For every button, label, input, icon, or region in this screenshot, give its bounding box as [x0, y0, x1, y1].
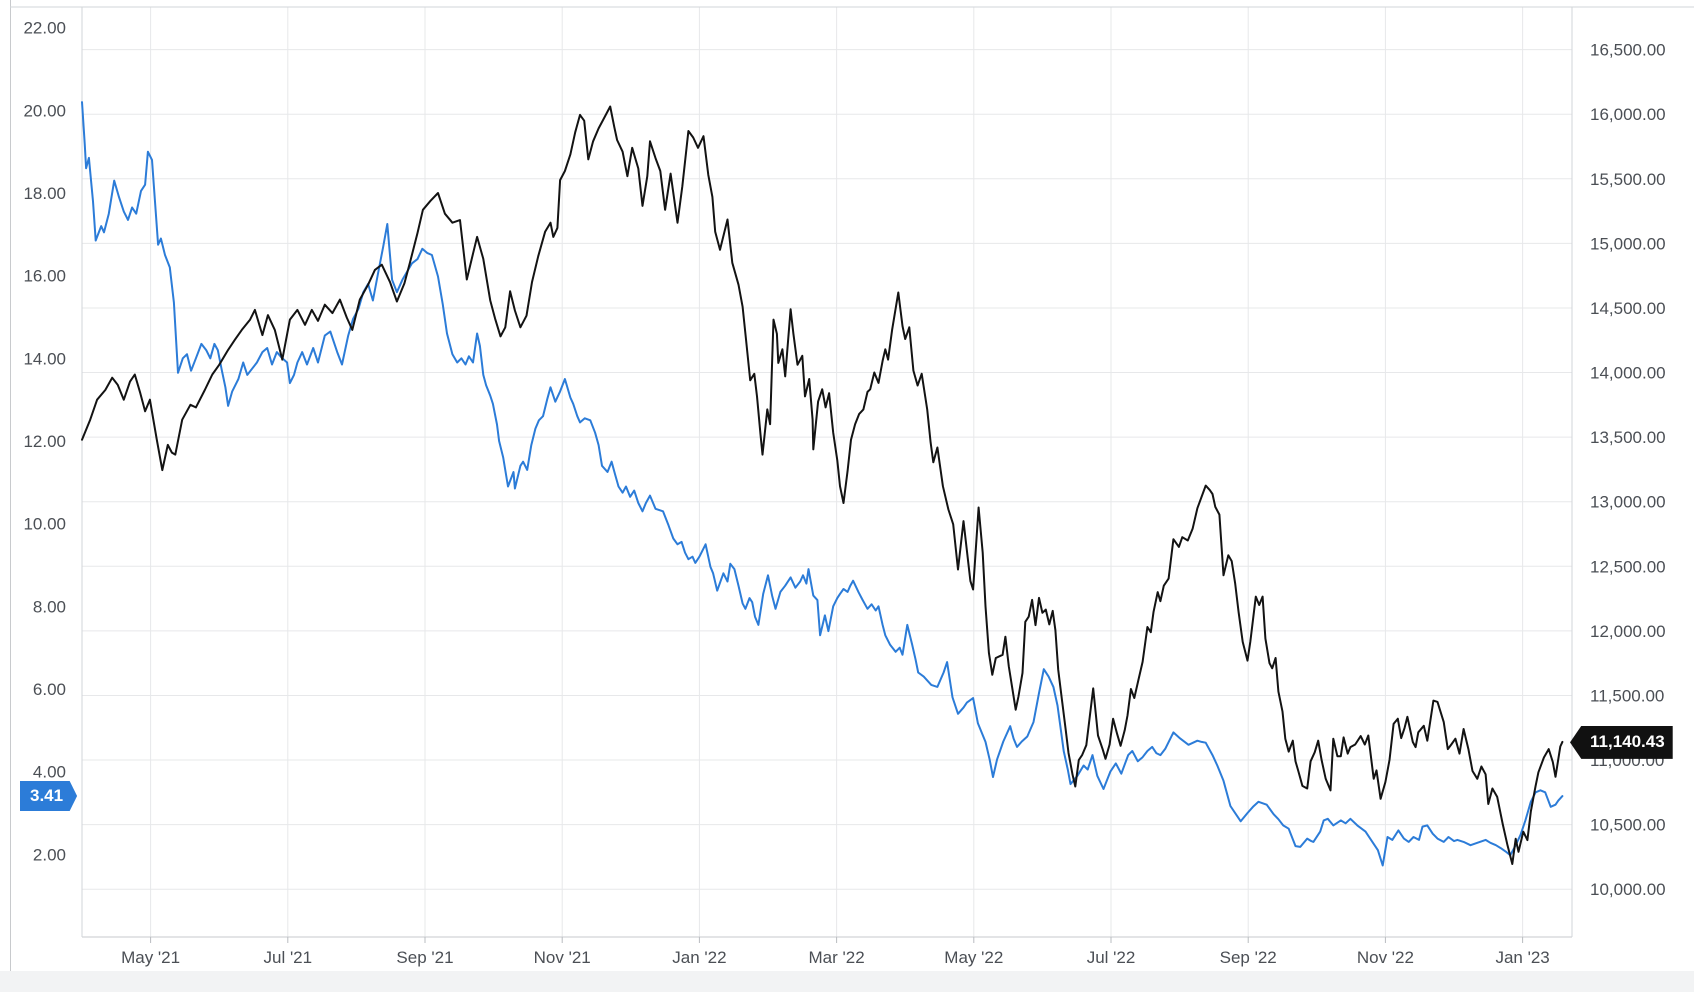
black-series-line[interactable] — [81, 105, 1564, 865]
right-axis-tick-label: 14,000.00 — [1590, 364, 1666, 383]
black-price-tag: 11,140.43 — [1570, 725, 1673, 759]
right-axis-tick-label: 11,500.00 — [1590, 686, 1664, 705]
left-axis-tick-label: 10.00 — [23, 515, 66, 534]
left-axis-tick-label: 16.00 — [23, 267, 66, 286]
right-axis-tick-label: 16,000.00 — [1590, 105, 1666, 124]
right-axis-tick-label: 12,500.00 — [1590, 557, 1666, 576]
x-axis-tick-label: Jul '22 — [1087, 948, 1136, 967]
right-axis-tick-label: 13,500.00 — [1590, 428, 1666, 447]
x-axis-tick-label: Jul '21 — [263, 948, 312, 967]
blue-price-tag: 3.41 — [20, 781, 78, 812]
right-axis-tick-label: 13,000.00 — [1590, 493, 1666, 512]
left-axis-tick-label: 6.00 — [33, 680, 66, 699]
right-axis-tick-label: 12,000.00 — [1590, 622, 1666, 641]
right-axis-tick-label: 15,500.00 — [1590, 170, 1666, 189]
right-axis-tick-label: 14,500.00 — [1590, 299, 1666, 318]
left-axis-tick-label: 14.00 — [23, 349, 66, 368]
right-axis-tick-label: 16,500.00 — [1590, 41, 1666, 60]
page-bottom-strip — [0, 971, 1694, 992]
x-axis-tick-label: Sep '22 — [1220, 948, 1277, 967]
left-axis-tick-label: 4.00 — [33, 763, 66, 782]
x-axis-tick-label: Mar '22 — [809, 948, 865, 967]
right-axis-tick-label: 10,000.00 — [1590, 880, 1666, 899]
left-axis-tick-label: 22.00 — [23, 19, 66, 38]
x-axis-tick-label: Sep '21 — [396, 948, 453, 967]
x-axis-tick-label: Nov '21 — [534, 948, 591, 967]
right-axis-tick-label: 15,000.00 — [1590, 234, 1666, 253]
x-axis-tick-label: May '22 — [944, 948, 1003, 967]
right-axis-tick-label: 10,500.00 — [1590, 816, 1666, 835]
chart-left-frame-line — [10, 0, 11, 971]
x-axis-tick-label: May '21 — [121, 948, 180, 967]
x-axis-tick-label: Jan '22 — [672, 948, 726, 967]
left-axis-tick-label: 20.00 — [23, 101, 66, 120]
left-axis-tick-label: 18.00 — [23, 184, 66, 203]
left-axis-tick-label: 8.00 — [33, 597, 66, 616]
x-axis-tick-label: Nov '22 — [1357, 948, 1414, 967]
blue-series-line[interactable] — [81, 101, 1564, 867]
left-axis-tick-label: 2.00 — [33, 845, 66, 864]
left-axis-tick-label: 12.00 — [23, 432, 66, 451]
x-axis-tick-label: Jan '23 — [1495, 948, 1549, 967]
